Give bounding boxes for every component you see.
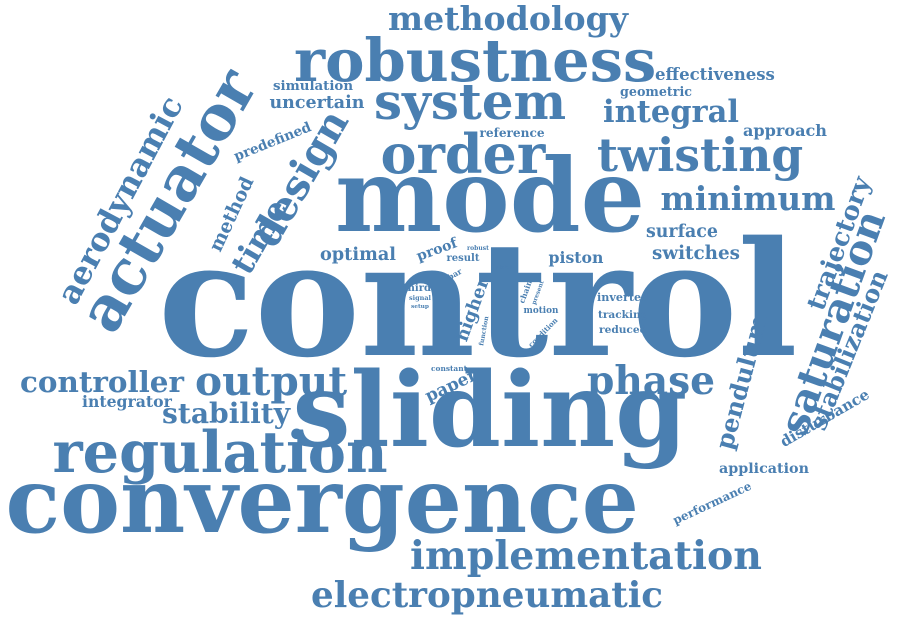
word-optimal: optimal (320, 244, 397, 265)
word-phase: phase (587, 357, 716, 404)
word-effectiveness: effectiveness (655, 63, 775, 84)
word-constant: constant (431, 363, 468, 373)
word-system: system (374, 72, 567, 131)
word-minimum: minimum (660, 180, 836, 218)
word-application: application (719, 461, 809, 477)
word-setup: setup (411, 304, 429, 310)
word-geometric: geometric (620, 83, 692, 99)
word-result: result (446, 253, 480, 264)
word-tracking: tracking (598, 308, 649, 321)
word-signal: signal (409, 294, 431, 302)
word-stable: stable (496, 264, 514, 271)
word-regulation: regulation (52, 417, 388, 486)
word-stability: stability (162, 397, 291, 430)
word-surface: surface (646, 221, 718, 242)
word-integrator: integrator (82, 392, 172, 411)
word-control: control (158, 207, 798, 393)
word-motion: motion (523, 305, 559, 316)
word-third: third (403, 283, 431, 294)
word-twisting: twisting (597, 127, 804, 182)
word-reference: reference (479, 126, 545, 140)
word-robust: robust (467, 245, 489, 252)
word-integral: integral (603, 94, 739, 130)
word-inverted: inverted (597, 290, 649, 304)
word-methodology: methodology (388, 0, 629, 38)
word-robustness: robustness (294, 25, 657, 95)
word-approach: approach (743, 121, 827, 140)
word-mode: mode (335, 135, 646, 255)
word-switches: switches (652, 243, 740, 264)
word-order: order (380, 122, 546, 186)
word-implementation: implementation (410, 532, 762, 579)
word-output: output (195, 356, 348, 405)
word-reduced: reduced (599, 323, 648, 336)
word-piston: piston (548, 248, 604, 267)
word-electropneumatic: electropneumatic (311, 574, 663, 616)
word-simulation: simulation (273, 77, 354, 94)
word-sliding: sliding (292, 349, 688, 471)
word-convergence: convergence (5, 449, 639, 554)
word-controller: controller (20, 363, 184, 399)
word-uncertain: uncertain (269, 92, 365, 113)
word-performance: performance (670, 478, 754, 528)
